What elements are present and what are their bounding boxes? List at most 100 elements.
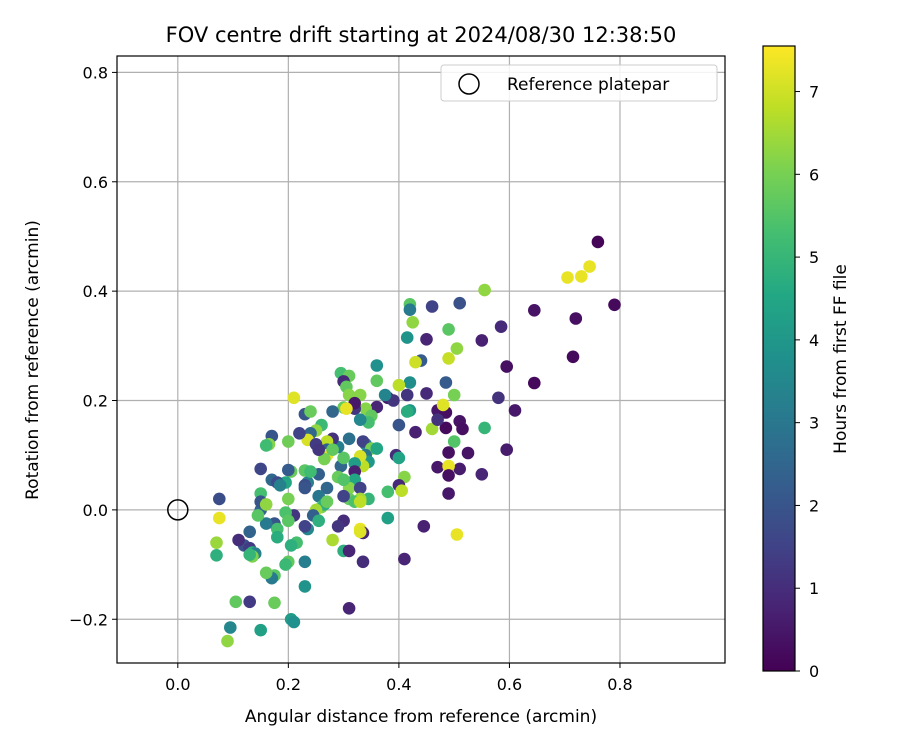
legend-reference-marker (458, 73, 480, 95)
scatter-point (282, 514, 295, 528)
colorbar-tick-label: 4 (809, 331, 819, 350)
scatter-point (461, 446, 475, 460)
x-tick-label: 0.0 (165, 675, 190, 694)
scatter-point (566, 350, 580, 364)
scatter-point (342, 544, 356, 558)
plot-frame (116, 55, 726, 664)
scatter-point (403, 303, 417, 317)
legend-frame (440, 64, 718, 102)
colorbar-tick-label: 3 (809, 414, 819, 433)
scatter-point (298, 555, 312, 569)
scatter-point (210, 536, 223, 549)
scatter-point (439, 421, 453, 435)
scatter-point (442, 469, 455, 482)
scatter-point (224, 621, 237, 634)
scatter-point (279, 558, 292, 571)
scatter-point (381, 511, 395, 525)
scatter-point (213, 511, 226, 525)
scatter-point (259, 498, 273, 511)
scatter-point (331, 520, 345, 533)
scatter-point (312, 514, 326, 528)
scatter-point (475, 334, 489, 347)
scatter-point (229, 595, 243, 609)
scatter-point (392, 451, 406, 465)
scatter-point (392, 418, 406, 432)
scatter-point (420, 387, 433, 400)
scatter-point (500, 360, 513, 373)
scatter-point (271, 530, 284, 544)
colorbar-tick-label: 7 (809, 83, 819, 102)
colorbar-tick-label: 6 (809, 165, 819, 184)
scatter-point (259, 439, 273, 452)
scatter-point (326, 533, 339, 547)
scatter-point (298, 580, 312, 593)
scatter-point (342, 602, 356, 615)
y-tick-label: 0.2 (83, 392, 108, 411)
scatter-point (406, 316, 420, 329)
reference-platepar-marker (167, 499, 189, 521)
scatter-point (456, 422, 469, 436)
colorbar: 0 1 2 3 4 5 6 7 (762, 45, 819, 681)
scatter-point (337, 473, 350, 487)
scatter-point (591, 235, 605, 249)
scatter-point (320, 481, 334, 495)
chart-title: FOV centre drift starting at 2024/08/30 … (166, 23, 677, 47)
scatter-point (259, 566, 273, 580)
scatter-point (353, 413, 367, 427)
y-tick-label: 0.6 (83, 173, 108, 192)
x-tick-label: 0.4 (386, 675, 411, 694)
scatter-point (342, 432, 356, 446)
scatter-point (232, 533, 245, 547)
scatter-point (318, 452, 331, 466)
scatter-point (243, 548, 256, 561)
colorbar-tick-label: 1 (809, 579, 819, 598)
scatter-point (528, 376, 541, 390)
scatter-point (442, 459, 455, 473)
scatter-point (453, 296, 467, 310)
scatter-point (431, 460, 444, 474)
scatter-point (284, 539, 298, 552)
scatter-point (500, 443, 513, 457)
scatter-point (243, 525, 256, 539)
scatter-point (450, 342, 464, 355)
scatter-point (392, 378, 406, 392)
scatter-point (381, 485, 395, 499)
x-tick-label: 0.8 (607, 675, 632, 694)
scatter-point (356, 555, 370, 569)
scatter-point (213, 492, 226, 506)
scatter-point (475, 468, 489, 481)
scatter-point (298, 520, 312, 533)
scatter-point (400, 331, 414, 344)
scatter-point (398, 552, 411, 566)
x-tick-label: 0.2 (276, 675, 301, 694)
scatter-point (569, 312, 583, 325)
scatter-point (304, 465, 317, 478)
scatter-point (447, 435, 461, 448)
scatter-point (370, 359, 384, 372)
scatter-point (425, 300, 439, 313)
x-tick-label: 0.6 (497, 675, 522, 694)
scatter-point (326, 405, 339, 418)
y-axis-label: Rotation from reference (arcmin) (23, 220, 43, 500)
scatter-point (254, 623, 267, 637)
scatter-point (287, 391, 301, 405)
colorbar-tick-label: 5 (809, 248, 819, 267)
legend-reference-label: Reference platepar (507, 75, 669, 95)
scatter-point (450, 528, 464, 541)
scatter-point (254, 462, 267, 476)
scatter-point (287, 615, 301, 629)
scatter-point (282, 435, 295, 448)
scatter-point (395, 484, 409, 498)
y-tick-label: 0.4 (83, 282, 108, 301)
scatter-point (221, 634, 234, 648)
plot-area: 0.0 0.2 0.4 0.6 0.8 −0.2 0.0 0.2 0.4 0.6 0.8 (69, 55, 726, 694)
scatter-point (442, 446, 455, 459)
scatter-point (478, 421, 491, 435)
scatter-point (453, 462, 467, 476)
legend: Reference platepar (440, 64, 718, 102)
y-tick-label: 0.8 (83, 63, 108, 82)
scatter-point (356, 435, 370, 448)
scatter-point (425, 422, 439, 436)
scatter-point (403, 376, 417, 389)
